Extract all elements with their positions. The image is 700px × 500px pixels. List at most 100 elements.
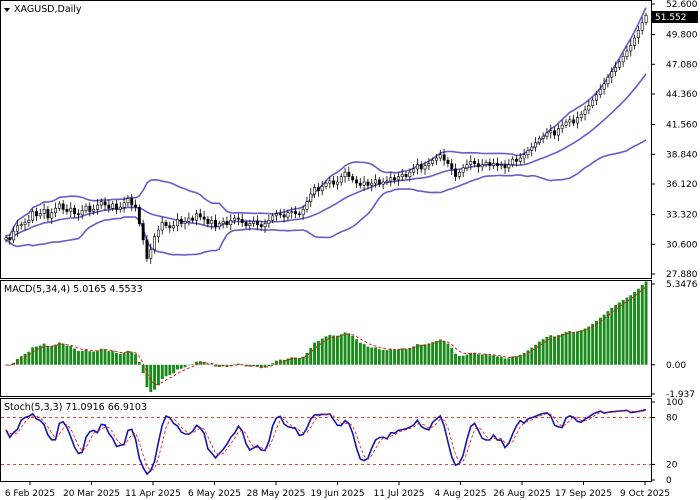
- macd-histogram-bar: [137, 361, 141, 365]
- candle-body: [636, 29, 640, 39]
- macd-histogram-bar: [183, 364, 187, 368]
- macd-histogram-bar: [61, 343, 65, 365]
- macd-histogram-bar: [381, 349, 385, 365]
- candle-body: [99, 201, 103, 206]
- candle-body: [347, 171, 351, 177]
- macd-series: [4, 281, 648, 393]
- candle-body: [126, 198, 130, 204]
- candle-body: [179, 218, 183, 224]
- macd-histogram-bar: [149, 364, 153, 393]
- candle-body: [309, 193, 313, 202]
- macd-ytick-label: 5.3476: [666, 280, 698, 290]
- candle-body: [614, 67, 618, 73]
- candle-body: [583, 109, 587, 115]
- macd-histogram-bar: [621, 300, 625, 365]
- candle-body: [492, 163, 496, 167]
- macd-histogram-bar: [438, 339, 442, 365]
- candle-body: [145, 239, 149, 259]
- macd-histogram-bar: [153, 364, 156, 390]
- stoch-ytick-label: 80: [666, 414, 678, 424]
- price-series: [4, 7, 648, 264]
- candle-body: [221, 221, 225, 224]
- macd-histogram-bar: [583, 328, 587, 365]
- macd-histogram-bar: [237, 363, 240, 365]
- candle-body: [31, 211, 35, 221]
- macd-histogram-bar: [480, 354, 484, 365]
- candle-body: [65, 209, 69, 212]
- candle-body: [214, 220, 217, 228]
- macd-histogram-bar: [217, 364, 221, 367]
- macd-histogram-bar: [328, 334, 332, 365]
- candle-body: [316, 187, 320, 192]
- macd-histogram-bar: [336, 335, 339, 365]
- macd-histogram-bar: [416, 344, 419, 365]
- macd-histogram-bar: [309, 347, 313, 365]
- macd-histogram-bar: [233, 364, 236, 365]
- candle-body: [27, 220, 31, 223]
- macd-histogram-bar: [518, 354, 522, 365]
- macd-histogram-bar: [507, 358, 511, 365]
- macd-histogram-bar: [511, 356, 515, 365]
- macd-histogram-bar: [122, 352, 126, 365]
- macd-histogram-bar: [564, 332, 568, 365]
- candle-body: [233, 217, 236, 221]
- macd-histogram-bar: [446, 343, 450, 365]
- macd-histogram-bar: [168, 364, 172, 376]
- candle-body: [96, 204, 99, 210]
- candle-body: [446, 159, 450, 164]
- candle-body: [229, 220, 233, 226]
- price-ytick-label: 52.600: [666, 0, 698, 10]
- macd-ytick-label: 0.00: [666, 361, 686, 371]
- macd-histogram-bar: [534, 344, 537, 365]
- macd-histogram-bar: [111, 350, 115, 365]
- price-ytick-label: 41.560: [666, 121, 698, 131]
- candle-body: [488, 162, 492, 166]
- stoch-d-line: [5, 410, 647, 472]
- candle-body: [335, 181, 339, 185]
- candle-body: [38, 213, 42, 217]
- macd-histogram-bar: [385, 350, 389, 365]
- candle-body: [450, 163, 454, 170]
- macd-histogram-bar: [46, 346, 50, 365]
- macd-histogram-bar: [442, 341, 446, 365]
- macd-histogram-bar: [23, 353, 27, 365]
- macd-histogram-bar: [275, 360, 278, 365]
- stoch-ytick-label: 20: [666, 460, 678, 470]
- candle-body: [476, 163, 480, 168]
- candle-body: [225, 221, 229, 225]
- macd-histogram-bar: [427, 343, 431, 365]
- macd-histogram-bar: [606, 311, 610, 365]
- candle-body: [240, 218, 244, 223]
- macd-histogram-bar: [103, 349, 107, 365]
- price-ytick-label: 38.840: [666, 150, 698, 160]
- candle-body: [244, 222, 248, 226]
- candle-body: [92, 209, 96, 212]
- candle-body: [206, 218, 210, 224]
- macd-histogram-bar: [191, 364, 195, 365]
- macd-histogram-bar: [92, 351, 96, 365]
- macd-histogram-bar: [389, 349, 393, 365]
- macd-histogram-bar: [187, 364, 191, 366]
- candle-body: [255, 221, 259, 225]
- macd-histogram-bar: [370, 347, 374, 365]
- candle-body: [19, 224, 23, 227]
- candle-body: [328, 180, 332, 184]
- candle-body: [591, 99, 595, 106]
- candle-body: [362, 181, 366, 186]
- candle-body: [366, 181, 370, 186]
- candle-body: [4, 237, 8, 241]
- macd-histogram-bar: [160, 364, 164, 380]
- candle-body: [76, 213, 80, 216]
- macd-histogram-bar: [99, 348, 103, 365]
- dropdown-icon[interactable]: [4, 8, 10, 12]
- macd-histogram-bar: [499, 356, 503, 365]
- candle-body: [176, 218, 179, 227]
- macd-histogram-bar: [198, 361, 202, 365]
- candle-body: [427, 163, 431, 167]
- macd-histogram-bar: [141, 364, 145, 374]
- macd-histogram-bar: [560, 333, 564, 365]
- xtick-label: 6 Feb 2025: [5, 489, 55, 499]
- candle-body: [644, 15, 648, 23]
- candle-body: [575, 117, 579, 124]
- candle-body: [442, 154, 446, 161]
